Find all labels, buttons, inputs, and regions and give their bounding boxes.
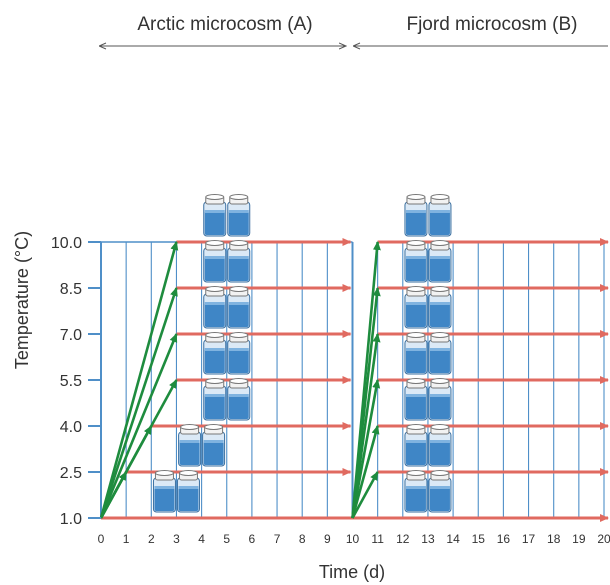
x-tick-label: 19 [572,532,586,546]
x-axis-label: Time (d) [319,562,385,582]
vial-pair-icon [404,286,452,329]
x-tick-label: 8 [299,532,306,546]
y-tick-label: 5.5 [60,373,82,390]
x-tick-label: 16 [497,532,511,546]
vial-pair-icon [404,240,452,283]
x-tick-label: 3 [173,532,180,546]
x-tick-label: 10 [346,532,360,546]
x-tick-label: 14 [446,532,460,546]
ramp-arrows [99,241,381,519]
x-tick-label: 9 [324,532,331,546]
y-axis-label: Temperature (°C) [12,231,32,369]
vial-pair-icon [404,470,452,513]
y-axis-ticks: 10.0 8.5 7.0 5.5 4.0 2.5 1.0 [51,235,101,528]
y-tick-label: 4.0 [60,419,82,436]
y-tick-label: 10.0 [51,235,82,252]
x-tick-label: 5 [223,532,230,546]
x-tick-label: 7 [274,532,281,546]
fjord-ramp-arrow [351,425,380,519]
vial-pair-icon [203,286,251,329]
vial-pair-icon [203,332,251,375]
vial-pair-icon [404,424,452,467]
arctic-ramp-arrow [99,241,179,519]
x-tick-label: 6 [249,532,256,546]
x-tick-label: 20 [597,532,610,546]
arctic-microcosm-label: Arctic microcosm (A) [137,14,312,35]
vial-pair-icon [404,194,452,237]
x-tick-label: 11 [371,532,384,546]
x-tick-label: 0 [98,532,105,546]
y-tick-label: 1.0 [60,511,82,528]
arctic-ramp-arrow [99,287,178,519]
fjord-microcosm-label: Fjord microcosm (B) [406,14,577,35]
x-tick-label: 18 [547,532,561,546]
vials [152,194,452,513]
x-tick-label: 17 [522,532,536,546]
x-axis-ticks: 0 1 2 3 4 5 6 7 8 9 10 11 12 13 14 15 16 17 18 19 20 [98,532,610,546]
y-tick-label: 2.5 [60,465,82,482]
x-tick-label: 13 [421,532,435,546]
y-tick-label: 7.0 [60,327,82,344]
fjord-ramp-arrow [351,471,379,519]
vial-pair-icon [203,240,251,283]
vial-pair-icon [178,424,226,467]
arctic-ramp-arrow [99,379,178,519]
x-tick-label: 4 [198,532,205,546]
vial-pair-icon [152,470,200,513]
vial-pair-icon [404,332,452,375]
x-tick-label: 15 [472,532,486,546]
arctic-ramp-arrow [99,333,178,519]
x-tick-label: 2 [148,532,155,546]
x-tick-label: 12 [396,532,410,546]
vial-pair-icon [203,378,251,421]
vial-pair-icon [404,378,452,421]
vial-pair-icon [203,194,251,237]
x-tick-label: 1 [123,532,130,546]
hold-arrows [101,238,609,522]
y-tick-label: 8.5 [60,281,82,298]
fjord-ramp-arrow [351,241,381,519]
